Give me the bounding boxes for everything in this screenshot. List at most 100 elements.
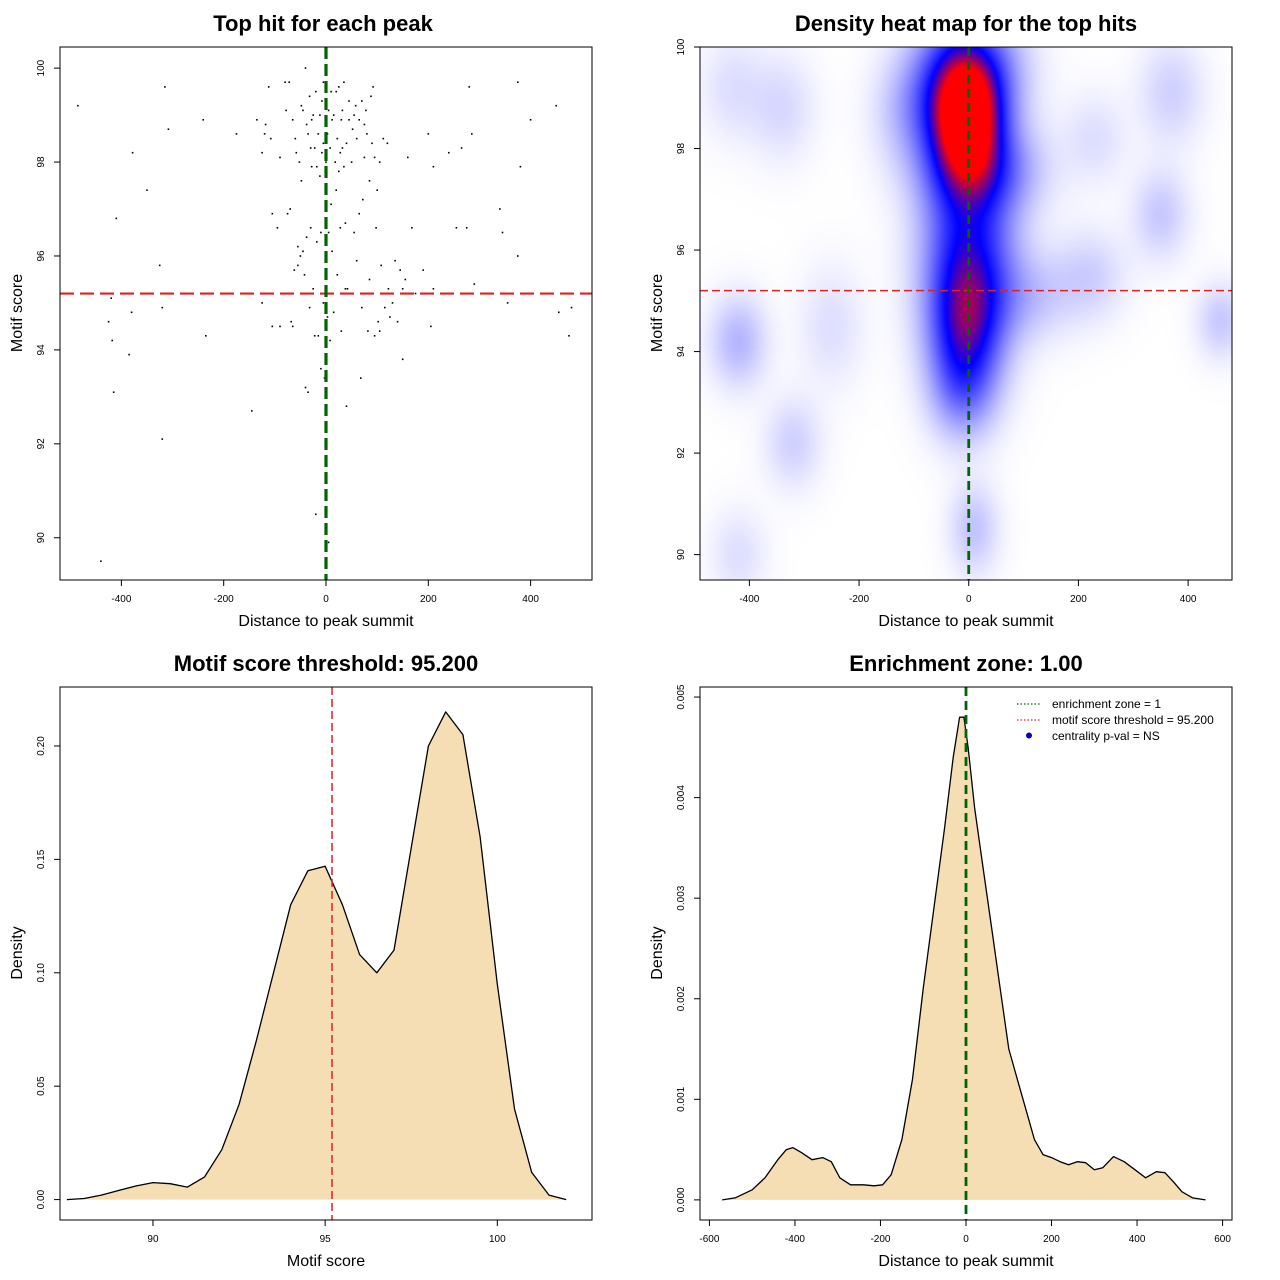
enrichment-density-point: [735, 1197, 736, 1198]
scatter-point: [338, 86, 340, 88]
scatter-point: [344, 222, 347, 224]
scatter-ytick-label: 98: [36, 156, 47, 168]
enrichment-density-point: [1156, 1171, 1157, 1172]
scatter-point: [348, 100, 350, 102]
scatter-point: [468, 86, 470, 88]
scatter-point: [386, 142, 389, 145]
scatter-point: [161, 306, 164, 309]
scatter-point: [336, 137, 339, 140]
scatter-point: [362, 198, 364, 201]
enrichment-ytick-label: 0.001: [676, 1086, 687, 1111]
scatter-ytick-label: 96: [36, 250, 47, 262]
scatter-point: [570, 306, 573, 309]
scatter-point: [351, 128, 354, 130]
scatter-point: [294, 137, 297, 140]
score-density-density-point: [325, 866, 326, 867]
scatter-point: [460, 147, 463, 149]
score-density-density-point: [84, 1198, 85, 1199]
scatter-point: [372, 86, 374, 88]
scatter-point: [300, 104, 303, 107]
enrichment-density-point: [1192, 1197, 1193, 1198]
enrichment-density-point: [991, 928, 992, 929]
score-density-ytick-label: 0.05: [36, 1076, 47, 1096]
scatter-point: [354, 104, 357, 107]
scatter-point: [271, 325, 274, 328]
score-density-xlabel: Motif score: [287, 1253, 365, 1270]
scatter-point: [261, 302, 263, 304]
scatter-point: [302, 250, 304, 253]
scatter-point: [378, 330, 381, 332]
score-density-density-point: [445, 711, 446, 712]
enrichment-density-point: [822, 1157, 823, 1158]
enrichment-ytick-label: 0.003: [676, 885, 687, 910]
scatter-point: [343, 81, 345, 83]
scatter-point: [128, 353, 130, 356]
legend-item-label: motif score threshold = 95.200: [1052, 713, 1214, 727]
enrichment-density-point: [792, 1147, 793, 1148]
score-density-density-point: [135, 1186, 136, 1187]
enrichment-density-point: [1051, 1157, 1052, 1158]
scatter-point: [107, 320, 110, 323]
scatter-point: [375, 227, 377, 229]
scatter-point: [313, 147, 316, 149]
panel-enrichment-density: Enrichment zone: 1.00 Distance to peak s…: [649, 651, 1233, 1270]
scatter-point: [348, 119, 350, 121]
score-density-density-point: [187, 1187, 188, 1188]
scatter-point: [387, 288, 390, 290]
scatter-point: [325, 161, 327, 163]
scatter-ytick-label: 92: [36, 438, 47, 450]
score-density-density-point: [428, 746, 429, 747]
enrichment-density-point: [983, 868, 984, 869]
scatter-point: [341, 147, 344, 149]
enrichment-ytick-label: 0.005: [676, 684, 687, 709]
enrichment-density-point: [1085, 1162, 1086, 1163]
scatter-point: [300, 180, 303, 182]
enrichment-density-point: [863, 1184, 864, 1185]
scatter-point: [312, 288, 314, 290]
scatter-point: [331, 250, 333, 253]
scatter-point: [235, 133, 238, 135]
scatter-point: [361, 306, 363, 309]
scatter-point: [310, 165, 313, 168]
scatter-point: [279, 325, 281, 328]
score-density-density-point: [531, 1172, 532, 1173]
score-density-ytick-label: 0.15: [36, 849, 47, 869]
scatter-point: [361, 100, 363, 102]
scatter-point: [305, 236, 308, 238]
scatter-point: [291, 119, 294, 121]
scatter-point: [251, 410, 253, 412]
scatter-point: [271, 212, 274, 215]
scatter-point: [309, 147, 312, 149]
scatter-xtick-label: 200: [420, 594, 437, 605]
scatter-ylabel: Motif score: [9, 274, 26, 352]
scatter-point: [131, 151, 134, 154]
legend-item-label: enrichment zone = 1: [1052, 697, 1161, 711]
score-density-plot-frame: [59, 686, 593, 1221]
scatter-point: [308, 95, 311, 98]
score-density-density-point: [170, 1183, 171, 1184]
scatter-point: [289, 208, 291, 210]
score-density-density-area: [66, 711, 567, 1200]
scatter-point: [308, 306, 311, 309]
heatmap-title: Density heat map for the top hits: [795, 11, 1137, 36]
scatter-point: [366, 133, 368, 135]
scatter-point: [327, 109, 330, 112]
scatter-point: [345, 405, 348, 407]
scatter-point: [360, 377, 362, 379]
scatter-point: [158, 264, 161, 267]
scatter-point: [312, 114, 314, 116]
scatter-point: [307, 391, 309, 393]
score-density-xtick-label: 95: [320, 1234, 332, 1245]
scatter-point: [519, 165, 522, 168]
scatter-point: [298, 161, 301, 163]
enrichment-density-point: [1043, 1154, 1044, 1155]
panel-heatmap: Density heat map for the top hits Distan…: [649, 11, 1233, 630]
scatter-ytick-label: 94: [36, 344, 47, 356]
scatter-ytick-label: 100: [36, 59, 47, 76]
scatter-point: [358, 212, 360, 215]
scatter-point: [267, 86, 270, 88]
enrichment-density-point: [1124, 1161, 1125, 1162]
score-density-density-point: [566, 1199, 567, 1200]
score-density-ytick-label: 0.20: [36, 736, 47, 756]
scatter-point: [373, 335, 376, 337]
